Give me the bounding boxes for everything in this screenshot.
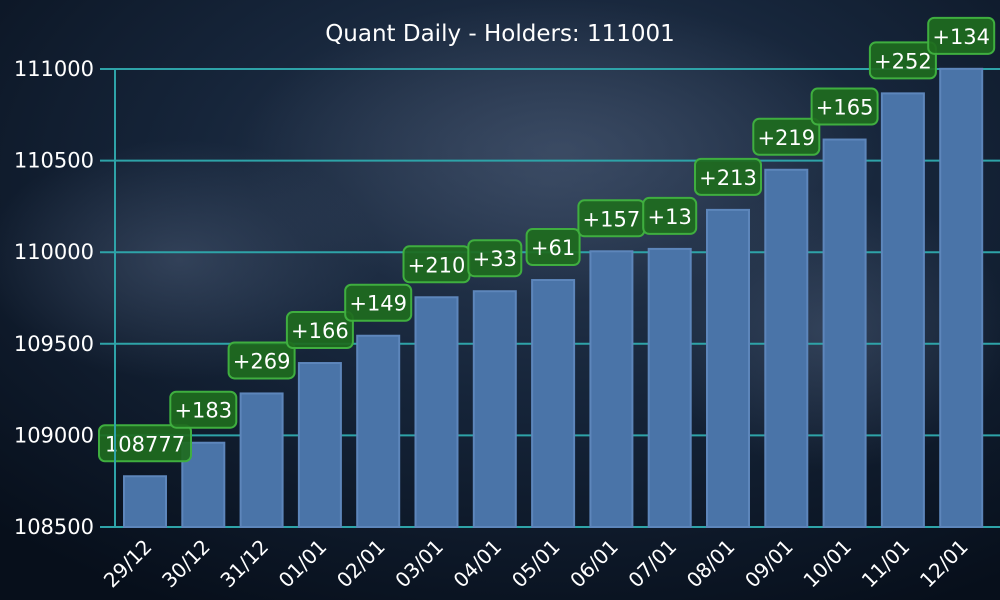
data-label: +166 bbox=[285, 311, 354, 350]
data-label: +13 bbox=[642, 196, 698, 235]
data-label: +157 bbox=[577, 199, 646, 238]
data-label: +61 bbox=[525, 228, 581, 267]
y-tick-label: 110500 bbox=[14, 149, 94, 173]
data-label: +183 bbox=[169, 390, 238, 429]
bar bbox=[822, 138, 867, 528]
bar bbox=[939, 67, 984, 528]
data-label-box bbox=[467, 239, 523, 278]
bar bbox=[472, 290, 517, 528]
data-label-text: +166 bbox=[291, 319, 349, 343]
data-label-text: +157 bbox=[583, 207, 641, 231]
data-label-text: +269 bbox=[233, 349, 291, 373]
data-label: +134 bbox=[927, 16, 996, 55]
data-label-text: +213 bbox=[699, 166, 757, 190]
data-label-text: +252 bbox=[874, 49, 932, 73]
data-label: +149 bbox=[344, 283, 413, 322]
data-label-layer: 108777 +183 +269+166+149+210 +33 +61 +157 +13 +… bbox=[98, 16, 996, 463]
data-label-box bbox=[227, 341, 296, 380]
background-cloud bbox=[0, 140, 380, 380]
y-tick-label: 109000 bbox=[14, 423, 94, 447]
data-label: +210 bbox=[402, 245, 471, 284]
data-label: +165 bbox=[810, 87, 879, 126]
bar bbox=[123, 475, 167, 528]
data-label: +213 bbox=[694, 157, 762, 196]
data-label-box bbox=[868, 41, 937, 80]
data-label: +252 bbox=[868, 41, 937, 80]
data-label-box bbox=[285, 311, 354, 350]
bar bbox=[297, 362, 342, 529]
data-label-text: +149 bbox=[349, 292, 407, 316]
data-label: +219 bbox=[752, 117, 821, 156]
bar bbox=[181, 441, 226, 528]
bar bbox=[764, 168, 809, 528]
data-label: +269 bbox=[227, 341, 296, 380]
data-label-text: +210 bbox=[408, 253, 466, 277]
y-tick-label: 108500 bbox=[14, 515, 94, 539]
data-label-box bbox=[642, 196, 698, 235]
data-label-text: 108777 bbox=[105, 432, 185, 456]
data-label-text: +13 bbox=[648, 205, 692, 229]
y-tick-label: 111000 bbox=[14, 57, 94, 81]
data-label-box bbox=[344, 283, 413, 322]
data-label-text: +183 bbox=[174, 399, 232, 423]
data-label-box bbox=[169, 390, 238, 429]
data-label-box bbox=[927, 16, 996, 55]
bar bbox=[531, 279, 576, 528]
bar bbox=[647, 247, 692, 528]
data-label: +33 bbox=[467, 239, 523, 278]
data-label-box bbox=[525, 228, 581, 267]
y-tick-label: 110000 bbox=[14, 240, 94, 264]
data-label-box bbox=[810, 87, 879, 126]
data-label-text: +165 bbox=[816, 96, 874, 120]
data-label-text: +134 bbox=[932, 25, 990, 49]
bar-layer bbox=[123, 67, 984, 529]
data-label-box bbox=[694, 157, 762, 196]
bar bbox=[239, 392, 284, 528]
data-label-box bbox=[752, 117, 821, 156]
data-label-text: +219 bbox=[757, 126, 815, 150]
bar bbox=[414, 296, 459, 529]
data-label-text: +33 bbox=[473, 247, 517, 271]
data-label: 108777 bbox=[98, 424, 192, 463]
data-label-box bbox=[98, 424, 192, 463]
data-label-text: +61 bbox=[531, 236, 575, 260]
bar bbox=[706, 208, 750, 528]
bar bbox=[880, 92, 925, 528]
y-tick-label: 109500 bbox=[14, 332, 94, 356]
chart-title: Quant Daily - Holders: 111001 bbox=[325, 21, 675, 47]
bar bbox=[356, 334, 401, 528]
bar bbox=[589, 250, 634, 528]
